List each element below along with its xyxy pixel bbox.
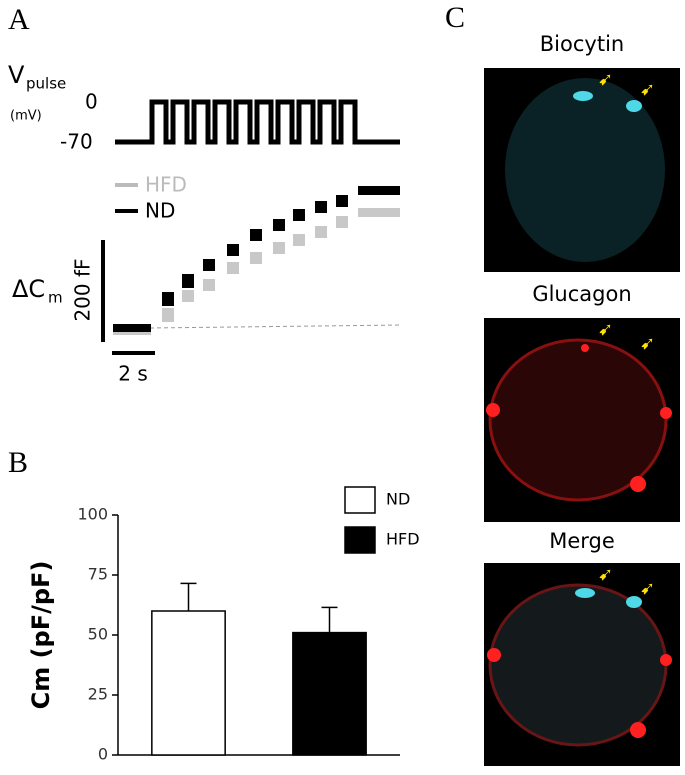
hfd-trace [113, 208, 400, 335]
image-title: Merge [549, 529, 615, 553]
cell-spot [630, 476, 646, 492]
y-tick-label: 100 [77, 505, 108, 524]
cell-spot [573, 91, 593, 101]
vpulse-sub: pulse [26, 75, 66, 93]
dcm-sub: m [48, 289, 63, 307]
cell [488, 338, 668, 502]
legend-text: ND [386, 490, 410, 509]
cell-spot [630, 722, 646, 738]
cell-spot [581, 344, 589, 352]
cell-spot [660, 654, 672, 666]
arrow: ➹ [640, 79, 655, 100]
cell-spot [486, 403, 500, 417]
y-tick-label: 50 [88, 625, 108, 644]
legend-text: HFD [386, 530, 420, 549]
bar [151, 610, 226, 756]
panel-label: B [8, 446, 28, 479]
panel-label: C [445, 1, 465, 34]
panel-label: A [8, 3, 30, 36]
legend-text: ND [145, 199, 175, 223]
cell-spot [660, 407, 672, 419]
y-axis-label: Cm (pF/pF) [27, 561, 55, 710]
v-low: -70 [60, 130, 93, 154]
baseline [149, 324, 403, 329]
bar-chart: 0 25 50 75 100 Cm (pF/pF) ND HFD [27, 486, 420, 764]
y-tick-label: 0 [98, 745, 108, 764]
cell-spot [487, 648, 501, 662]
dcm-label: ΔC [12, 275, 45, 303]
arrow: ➹ [598, 564, 613, 585]
cell [505, 78, 665, 262]
cell-spot [626, 100, 642, 112]
image-title: Glucagon [532, 282, 631, 306]
legend-swatch [344, 526, 376, 554]
arrow: ➹ [640, 333, 655, 354]
y-tick-label: 75 [88, 565, 108, 584]
cell [488, 583, 668, 747]
nd-trace [113, 186, 400, 332]
arrow: ➹ [598, 319, 613, 340]
vpulse-label: V [8, 61, 25, 89]
pulse-trace [115, 99, 400, 145]
arrow: ➹ [640, 578, 655, 599]
scale-y-label: 200 fF [71, 258, 95, 321]
scale-x-label: 2 s [118, 362, 148, 386]
arrow: ➹ [598, 69, 613, 90]
y-tick-label: 25 [88, 685, 108, 704]
v-high: 0 [85, 90, 98, 114]
legend-text: HFD [145, 173, 187, 197]
bar [292, 631, 367, 756]
cell-spot [575, 588, 595, 598]
legend-swatch [344, 486, 376, 514]
image-title: Biocytin [540, 32, 624, 56]
cell-spot [626, 596, 642, 608]
vpulse-unit: (mV) [10, 109, 42, 124]
